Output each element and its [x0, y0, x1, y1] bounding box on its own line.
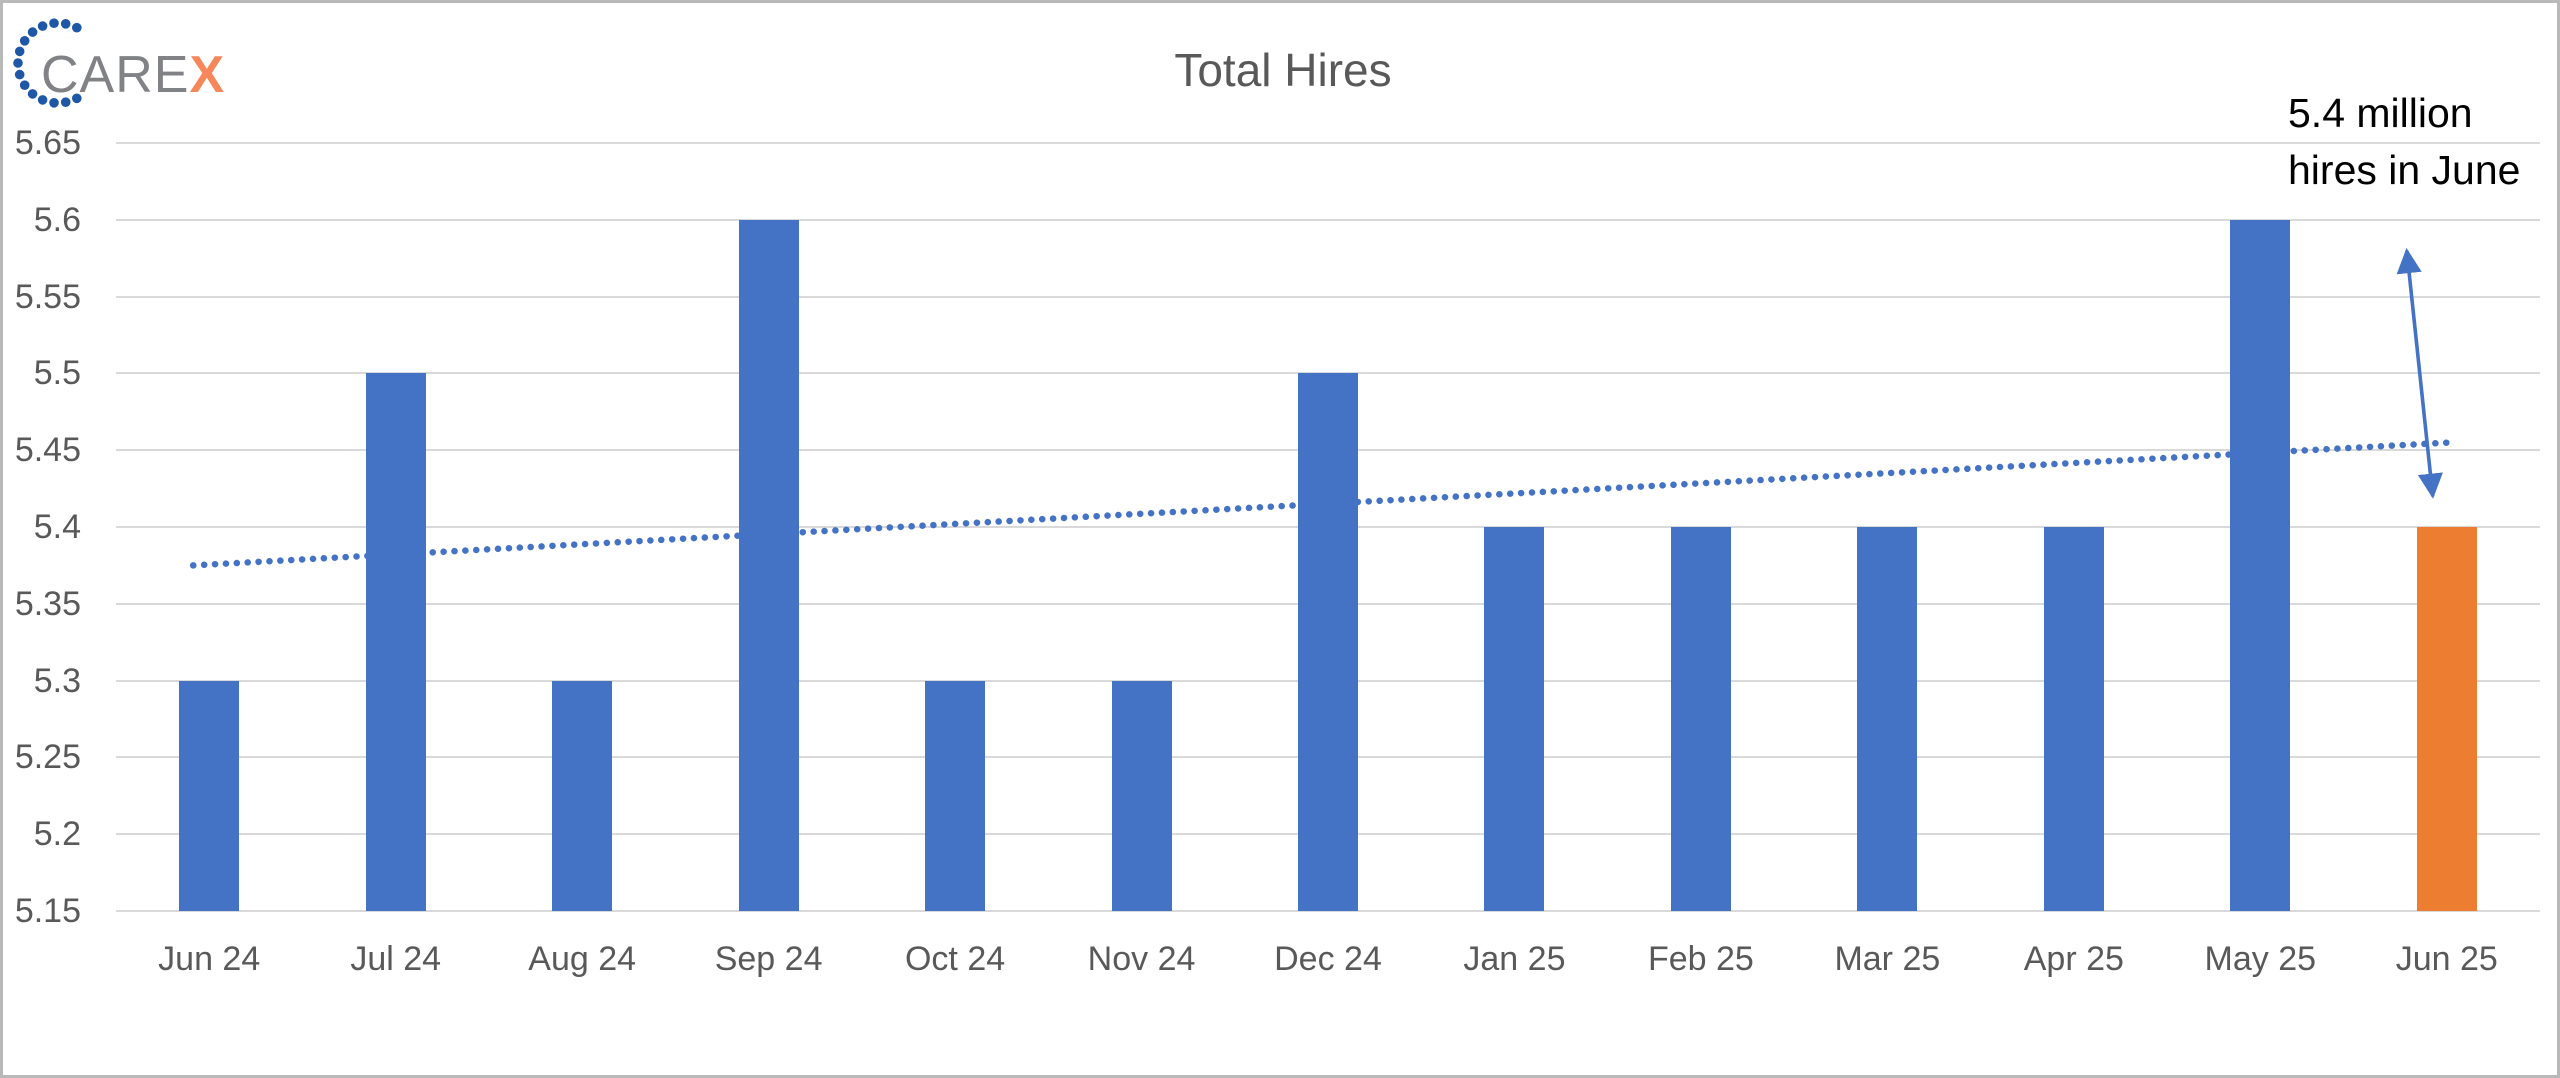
bar	[1484, 527, 1545, 911]
y-axis-label: 5.45	[14, 431, 81, 470]
logo-text-gray: CARE	[41, 46, 190, 104]
logo-dot	[14, 46, 25, 57]
logo-dot	[49, 98, 59, 108]
logo-dot	[60, 19, 71, 29]
gridline	[116, 142, 2540, 144]
y-axis-label: 5.35	[14, 584, 81, 623]
y-axis-label: 5.15	[14, 892, 81, 930]
x-axis-label: Jul 24	[350, 940, 442, 978]
bar	[925, 680, 986, 911]
bar	[1670, 527, 1731, 911]
logo-dot	[49, 18, 59, 28]
logo-dot	[37, 95, 48, 105]
y-axis-label: 5.5	[33, 354, 81, 393]
logo-dot	[60, 97, 71, 107]
bar	[552, 680, 613, 911]
annotation: 5.4 million hires in June	[2288, 85, 2520, 199]
logo-dot	[72, 93, 82, 104]
y-axis-label: 5.55	[14, 277, 81, 316]
y-axis-label: 5.25	[14, 738, 81, 777]
logo-dot	[27, 89, 38, 99]
gridline	[116, 910, 2540, 912]
x-axis-label: Apr 25	[2023, 940, 2124, 978]
x-axis-label: Dec 24	[1274, 940, 1382, 978]
y-axis-label: 5.4	[33, 508, 81, 546]
x-axis-label: May 25	[2204, 940, 2317, 978]
logo-text-accent: X	[189, 46, 226, 104]
logo-dot	[14, 69, 25, 80]
gridline	[116, 218, 2540, 221]
bar	[1857, 527, 1918, 911]
bar	[1111, 680, 1172, 911]
logo-dot	[37, 21, 48, 31]
logo-dot	[27, 27, 38, 37]
bar	[179, 680, 240, 911]
x-axis-label: Feb 25	[1647, 940, 1754, 978]
x-axis-label: Jun 25	[2395, 940, 2498, 978]
x-axis-label: Mar 25	[1834, 940, 1941, 978]
x-axis-label: Jan 25	[1463, 940, 1566, 978]
logo-dot	[19, 36, 30, 46]
bar	[1298, 373, 1358, 911]
logo-dot	[13, 58, 23, 68]
bar-highlighted	[2416, 527, 2477, 911]
brand-logo: CAREX	[3, 11, 263, 131]
x-axis-label: Jun 24	[158, 940, 261, 978]
logo-dot	[19, 80, 30, 90]
bar	[2043, 527, 2104, 911]
bar	[365, 373, 426, 911]
gridline	[116, 295, 2540, 298]
annotation-line2: hires in June	[2288, 147, 2521, 193]
y-axis-label: 5.3	[33, 661, 81, 700]
chart-title: Total Hires	[1174, 44, 1392, 96]
x-axis-label: Aug 24	[528, 940, 637, 978]
bar	[2230, 219, 2291, 911]
x-axis-label: Sep 24	[714, 940, 823, 978]
logo-dotted-circle-icon	[13, 18, 82, 108]
y-axis-label: 5.2	[33, 815, 81, 854]
bar	[738, 219, 799, 911]
y-axis-label: 5.65	[14, 124, 81, 162]
logo-dot	[72, 22, 82, 33]
y-axis-label: 5.6	[33, 200, 81, 239]
x-axis-label: Oct 24	[904, 940, 1006, 978]
logo-text: CAREX	[41, 45, 225, 105]
annotation-line1: 5.4 million	[2288, 90, 2473, 136]
x-axis-label: Nov 24	[1087, 940, 1196, 978]
